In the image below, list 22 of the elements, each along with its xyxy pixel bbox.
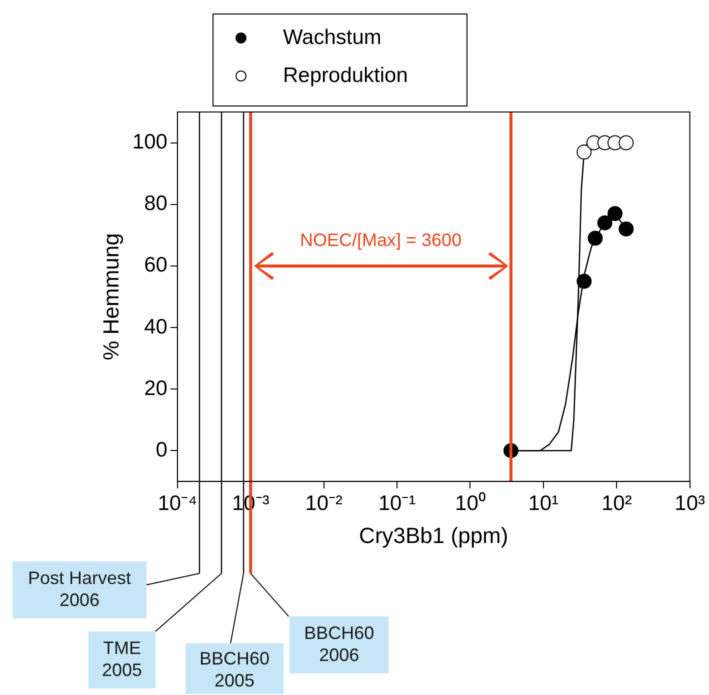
y-tick-label: 0 xyxy=(156,438,168,462)
y-tick-label: 100 xyxy=(132,130,168,154)
y-axis-title: % Hemmung xyxy=(98,233,124,360)
y-tick-label: 60 xyxy=(144,254,168,277)
x-tick-label: 10³ xyxy=(674,492,706,515)
x-tick-label: 10² xyxy=(601,492,632,515)
x-tick-label: 10⁻¹ xyxy=(378,492,416,515)
ref-line-label: BBCH60 2005 xyxy=(200,648,270,690)
ref-line-label: BBCH60 2006 xyxy=(304,622,374,665)
legend-label: Reproduktion xyxy=(283,64,408,87)
ref-line-label: TME 2005 xyxy=(102,638,142,680)
y-tick-label: 80 xyxy=(144,192,168,216)
x-axis-title: Cry3Bb1 (ppm) xyxy=(359,522,508,548)
annotation: NOEC/[Max] = 3600 xyxy=(300,230,462,250)
y-tick-label: 40 xyxy=(144,315,168,338)
x-tick-label: 10⁻² xyxy=(305,492,343,515)
legend-label: Wachstum xyxy=(283,26,382,49)
ref-line-label: Post Harvest 2006 xyxy=(28,568,131,610)
y-tick-label: 20 xyxy=(144,376,168,400)
x-tick-label: 10⁰ xyxy=(455,492,486,515)
x-tick-label: 10⁻⁴ xyxy=(158,492,198,515)
x-tick-label: 10¹ xyxy=(528,492,559,515)
